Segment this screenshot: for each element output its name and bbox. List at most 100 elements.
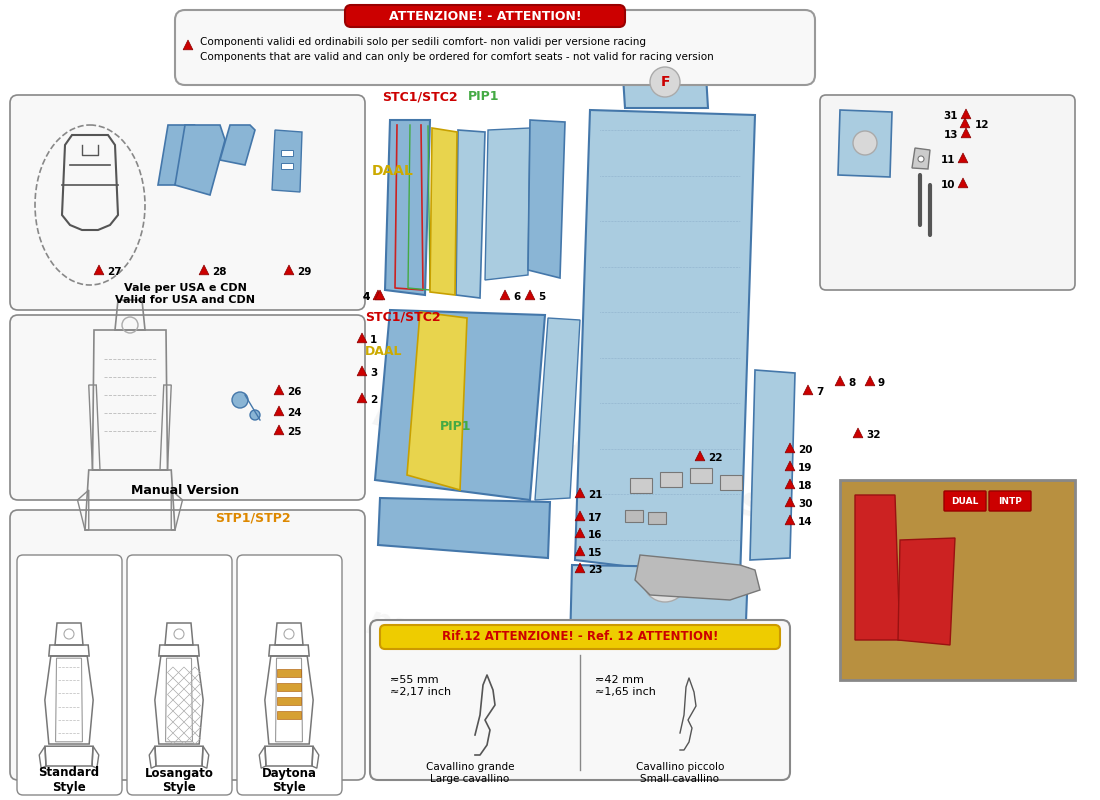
Polygon shape bbox=[570, 565, 748, 648]
Polygon shape bbox=[358, 393, 367, 403]
Text: DUAL: DUAL bbox=[952, 497, 979, 506]
Polygon shape bbox=[272, 130, 302, 192]
FancyBboxPatch shape bbox=[379, 625, 780, 649]
Text: Rif.12 ATTENZIONE! - Ref. 12 ATTENTION!: Rif.12 ATTENZIONE! - Ref. 12 ATTENTION! bbox=[442, 630, 718, 643]
Polygon shape bbox=[358, 366, 367, 376]
Polygon shape bbox=[635, 555, 760, 600]
Text: Cavallino piccolo
Small cavallino: Cavallino piccolo Small cavallino bbox=[636, 762, 724, 784]
FancyBboxPatch shape bbox=[989, 491, 1031, 511]
Circle shape bbox=[852, 131, 877, 155]
Text: Cavallino grande
Large cavallino: Cavallino grande Large cavallino bbox=[426, 762, 515, 784]
Circle shape bbox=[250, 410, 260, 420]
Text: F: F bbox=[660, 75, 670, 89]
Text: 16: 16 bbox=[588, 530, 603, 540]
Bar bbox=[277, 683, 300, 691]
Polygon shape bbox=[961, 109, 971, 118]
Text: 14: 14 bbox=[798, 517, 813, 527]
Text: Style: Style bbox=[162, 781, 196, 794]
Polygon shape bbox=[378, 498, 550, 558]
Polygon shape bbox=[430, 128, 456, 295]
Polygon shape bbox=[575, 528, 585, 538]
Text: Daytona: Daytona bbox=[262, 766, 317, 779]
Text: DAAL: DAAL bbox=[365, 345, 403, 358]
FancyBboxPatch shape bbox=[820, 95, 1075, 290]
Bar bbox=[280, 163, 293, 169]
Bar bbox=[277, 711, 300, 719]
Text: STC1/STC2: STC1/STC2 bbox=[382, 90, 458, 103]
Text: ≂55 mm
≈2,17 inch: ≂55 mm ≈2,17 inch bbox=[390, 675, 451, 697]
FancyBboxPatch shape bbox=[345, 5, 625, 27]
Polygon shape bbox=[375, 290, 385, 300]
Polygon shape bbox=[695, 451, 705, 461]
Text: Vale per USA e CDN: Vale per USA e CDN bbox=[123, 283, 246, 293]
FancyBboxPatch shape bbox=[10, 510, 365, 780]
Polygon shape bbox=[958, 153, 968, 162]
Polygon shape bbox=[621, 58, 708, 108]
Polygon shape bbox=[373, 290, 383, 300]
FancyBboxPatch shape bbox=[126, 555, 232, 795]
Polygon shape bbox=[898, 538, 955, 645]
Polygon shape bbox=[575, 563, 585, 573]
Polygon shape bbox=[854, 428, 862, 438]
Text: Standard: Standard bbox=[39, 766, 100, 779]
Bar bbox=[630, 478, 652, 493]
Text: PIP1: PIP1 bbox=[468, 90, 499, 103]
Polygon shape bbox=[575, 511, 585, 521]
Polygon shape bbox=[220, 125, 255, 165]
Text: a passion for parts: a passion for parts bbox=[140, 544, 460, 656]
FancyBboxPatch shape bbox=[10, 315, 365, 500]
Text: 13: 13 bbox=[944, 130, 958, 140]
Text: 7: 7 bbox=[816, 387, 824, 397]
Polygon shape bbox=[575, 110, 755, 580]
Polygon shape bbox=[385, 120, 430, 295]
FancyBboxPatch shape bbox=[370, 620, 790, 780]
Polygon shape bbox=[575, 488, 585, 498]
Polygon shape bbox=[375, 310, 544, 500]
Polygon shape bbox=[838, 110, 892, 177]
Text: ATTENZIONE! - ATTENTION!: ATTENZIONE! - ATTENTION! bbox=[388, 10, 581, 22]
Text: Style: Style bbox=[272, 781, 306, 794]
FancyBboxPatch shape bbox=[16, 555, 122, 795]
Text: 26: 26 bbox=[287, 387, 301, 397]
Text: 17: 17 bbox=[588, 513, 603, 523]
Text: 10: 10 bbox=[940, 180, 955, 190]
Text: STP1/STP2: STP1/STP2 bbox=[214, 511, 290, 525]
FancyBboxPatch shape bbox=[10, 95, 365, 310]
Text: STC1/STC2: STC1/STC2 bbox=[365, 310, 441, 323]
Text: 4: 4 bbox=[363, 292, 370, 302]
Polygon shape bbox=[912, 148, 930, 169]
Polygon shape bbox=[407, 312, 468, 490]
Polygon shape bbox=[485, 128, 530, 280]
Polygon shape bbox=[158, 125, 195, 185]
Polygon shape bbox=[525, 290, 535, 300]
Polygon shape bbox=[95, 265, 103, 274]
Polygon shape bbox=[865, 376, 874, 386]
Polygon shape bbox=[575, 546, 585, 556]
Circle shape bbox=[918, 156, 924, 162]
Polygon shape bbox=[785, 497, 795, 507]
Text: 20: 20 bbox=[798, 445, 813, 455]
Text: 29: 29 bbox=[297, 267, 311, 277]
Text: 18: 18 bbox=[798, 481, 813, 491]
Polygon shape bbox=[274, 425, 284, 435]
Polygon shape bbox=[535, 318, 580, 500]
Text: 12: 12 bbox=[975, 120, 990, 130]
Circle shape bbox=[644, 558, 688, 602]
Polygon shape bbox=[803, 385, 813, 395]
Text: PIP1: PIP1 bbox=[440, 420, 472, 433]
Text: DAAL: DAAL bbox=[372, 164, 414, 178]
Polygon shape bbox=[274, 406, 284, 416]
Circle shape bbox=[232, 392, 248, 408]
Text: 2: 2 bbox=[370, 395, 377, 405]
Polygon shape bbox=[183, 40, 192, 50]
Polygon shape bbox=[961, 128, 971, 138]
Text: 31: 31 bbox=[944, 111, 958, 121]
Polygon shape bbox=[785, 479, 795, 489]
Bar bbox=[660, 472, 682, 487]
Polygon shape bbox=[358, 333, 367, 342]
Text: a passion for parts: a passion for parts bbox=[331, 373, 769, 527]
Text: 8: 8 bbox=[848, 378, 856, 388]
Text: 27: 27 bbox=[107, 267, 122, 277]
Bar bbox=[280, 150, 293, 156]
Text: 11: 11 bbox=[940, 155, 955, 165]
